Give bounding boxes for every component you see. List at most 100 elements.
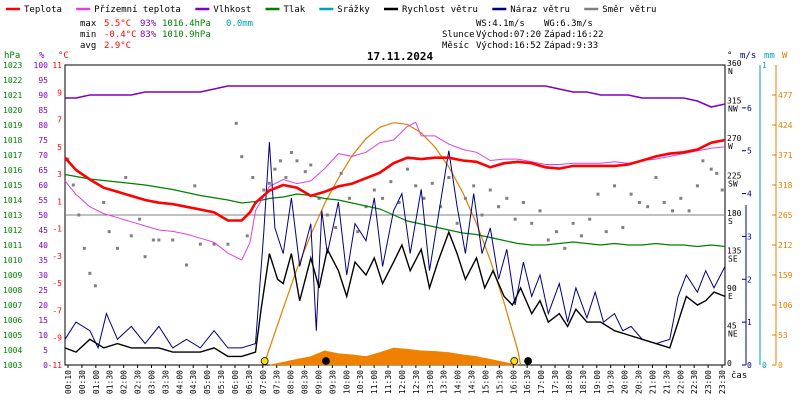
stat-press-max: 1016.4hPa: [162, 19, 211, 29]
temp-tick-label: 7: [57, 116, 62, 125]
wind-direction-point: [630, 193, 633, 196]
time-tick-label: 07:30: [273, 370, 282, 394]
wind-direction-point: [279, 159, 282, 162]
watt-tick-label: 424: [778, 121, 793, 130]
wind-direction-point: [497, 205, 500, 208]
time-tick-label: 09:30: [328, 370, 337, 394]
pct-tick-label: 40: [38, 241, 48, 250]
speed-tick-label: 1: [747, 318, 752, 327]
watt-tick-label: 159: [778, 271, 793, 280]
info-block: WS:4.1m/s WG:6.3m/s Slunce Východ:07:20 …: [442, 19, 604, 51]
wind-direction-point: [381, 197, 384, 200]
time-tick-label: 06:00: [231, 370, 240, 394]
wind-direction-point: [663, 201, 666, 204]
wind-direction-point: [304, 170, 307, 173]
time-tick-label: 08:30: [301, 370, 310, 394]
hpa-tick-label: 1020: [3, 106, 22, 115]
legend: Teplota Přízemní teplota Vlhkost Tlak Srážky…: [6, 5, 656, 15]
wind-direction-point: [309, 164, 312, 167]
wind-direction-point: [171, 239, 174, 242]
pct-tick-label: 30: [38, 271, 48, 280]
time-tick-label: 10:30: [356, 370, 365, 394]
wind-direction-point: [251, 176, 254, 179]
hpa-tick-label: 1018: [3, 136, 22, 145]
wind-direction-point: [130, 234, 133, 237]
time-tick-label: 11:30: [384, 370, 393, 394]
time-tick-label: 22:00: [676, 370, 685, 394]
wind-direction-point: [522, 201, 525, 204]
wind-direction-point: [489, 189, 492, 192]
speed-tick-label: 6: [747, 104, 752, 113]
wind-direction-point: [422, 197, 425, 200]
wind-direction-point: [295, 159, 298, 162]
direction-compass-label: SE: [728, 255, 738, 264]
wind-direction-point: [108, 230, 111, 233]
wind-direction-point: [654, 176, 657, 179]
time-tick-label: 23:30: [718, 370, 727, 394]
unit-dir: °: [727, 51, 732, 61]
direction-compass-label: NE: [728, 330, 738, 339]
wind-direction-point: [226, 243, 229, 246]
direction-compass-label: N: [728, 67, 733, 76]
stat-temp-avg: 2.9°C: [104, 41, 131, 51]
wind-direction-point: [671, 209, 674, 212]
time-tick-label: 02:30: [134, 370, 143, 394]
wind-direction-point: [152, 239, 155, 242]
wind-direction-point: [715, 172, 718, 175]
wind-direction-point: [284, 176, 287, 179]
wind-direction-point: [514, 218, 517, 221]
pct-tick-label: 70: [38, 151, 48, 160]
hpa-tick-label: 1017: [3, 151, 22, 160]
wind-direction-point: [199, 243, 202, 246]
time-tick-label: 17:00: [537, 370, 546, 394]
info-moonrise: Východ:16:52: [476, 41, 541, 51]
stats-block: max 5.5°C 93% 1016.4hPa 0.0mm min -0.4°C…: [80, 19, 253, 51]
hpa-tick-label: 1010: [3, 256, 22, 265]
time-tick-label: 15:00: [481, 370, 490, 394]
hpa-tick-label: 1023: [3, 61, 22, 70]
wind-direction-point: [102, 201, 105, 204]
stat-temp-max: 5.5°C: [104, 19, 131, 29]
unit-watt: W: [782, 51, 788, 61]
info-ws: WS:4.1m/s: [476, 19, 525, 29]
series-ground-temperature: [65, 122, 725, 260]
unit-temp: °C: [58, 51, 69, 61]
time-axis: 00:10 00:30 01:00 01:30 02:00 02:30 03:00 03:30…: [64, 365, 727, 394]
rain-tick-label: 1: [762, 61, 767, 70]
hpa-tick-label: 1013: [3, 211, 22, 220]
time-tick-label: 01:00: [92, 370, 101, 394]
wind-direction-point: [596, 193, 599, 196]
time-tick-label: 07:00: [259, 370, 268, 394]
wind-direction-point: [157, 239, 160, 242]
time-tick-label: 17:30: [551, 370, 560, 394]
info-wg: WG:6.3m/s: [544, 19, 593, 29]
direction-compass-label: W: [728, 142, 733, 151]
series-solar-measured: [269, 348, 518, 365]
wind-direction-point: [340, 172, 343, 175]
wind-direction-point: [613, 184, 616, 187]
legend-label: Teplota: [24, 5, 62, 15]
stat-avg-label: avg: [80, 41, 96, 51]
time-tick-label: 12:30: [412, 370, 421, 394]
legend-label: Srážky: [337, 5, 370, 15]
wind-direction-point: [262, 189, 265, 192]
watt-tick-label: 371: [778, 151, 793, 160]
wind-direction-point: [572, 222, 575, 225]
pct-tick-label: 5: [43, 346, 48, 355]
wind-direction-point: [563, 247, 566, 250]
wind-direction-point: [334, 226, 337, 229]
time-tick-label: 15:30: [495, 370, 504, 394]
time-tick-label: 06:30: [245, 370, 254, 394]
time-tick-label: 18:30: [579, 370, 588, 394]
pct-tick-label: 25: [38, 286, 48, 295]
speed-tick-label: 3: [747, 232, 752, 241]
sunset-marker: [511, 358, 518, 365]
rain-tick-label: 0: [762, 361, 767, 370]
unit-hpa: hPa: [4, 51, 20, 61]
time-tick-label: 22:30: [690, 370, 699, 394]
temp-tick-label: -9: [52, 334, 62, 343]
wind-direction-point: [373, 189, 376, 192]
time-tick-label: 21:30: [662, 370, 671, 394]
wind-direction-point: [480, 214, 483, 217]
